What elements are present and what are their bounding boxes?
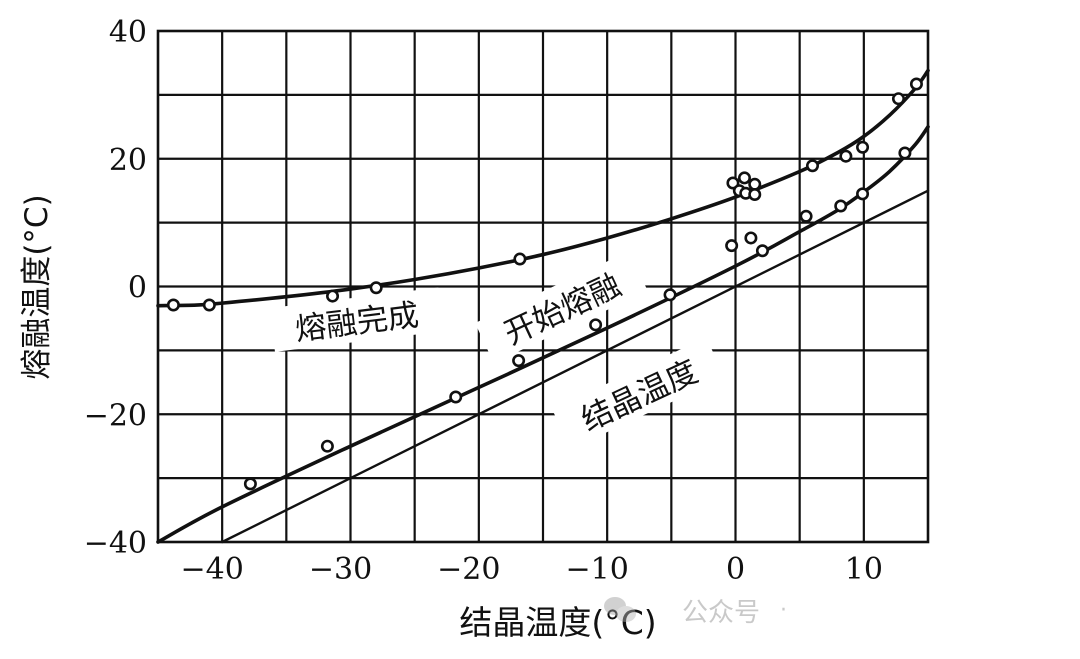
data-points: [166, 77, 923, 491]
plot-frame: [156, 29, 930, 544]
x-axis-label: 结晶温度(°C): [459, 603, 656, 642]
curves: [156, 68, 930, 544]
watermark-dot: ·: [780, 597, 788, 623]
data-point-marker: [725, 239, 739, 253]
x-tick-label: −30: [309, 552, 372, 587]
curve-1: [156, 125, 930, 544]
data-point-marker: [513, 252, 527, 266]
x-tick-label: −20: [437, 552, 500, 587]
x-tick-label: 0: [726, 552, 745, 587]
data-point-marker: [449, 390, 463, 404]
data-point-marker: [898, 146, 912, 160]
data-point-marker: [856, 140, 870, 154]
data-point-marker: [326, 289, 340, 303]
y-tick-label: 0: [128, 271, 147, 306]
data-point-marker: [856, 187, 870, 201]
watermark-text: 公众号: [682, 597, 761, 628]
data-point-marker: [320, 439, 334, 453]
x-tick-label: 10: [845, 552, 883, 587]
data-point-marker: [839, 149, 853, 163]
data-point-marker: [369, 281, 383, 295]
data-point-marker: [202, 298, 216, 312]
watermark: 公众号 ·: [604, 590, 787, 630]
data-point-marker: [589, 318, 603, 332]
data-point-marker: [166, 298, 180, 312]
data-point-marker: [748, 188, 762, 202]
label-masks: [269, 251, 725, 450]
data-point-marker: [512, 354, 526, 368]
y-axis-tick-labels: 40 20 0 −20 −40: [84, 15, 147, 561]
data-point-marker: [663, 288, 677, 302]
data-point-marker: [243, 477, 257, 491]
curve-2: [220, 189, 930, 544]
y-tick-label: 20: [109, 143, 147, 178]
data-point-marker: [834, 199, 848, 213]
data-point-marker: [755, 244, 769, 258]
y-tick-label: 40: [109, 15, 147, 50]
wechat-icon: [604, 597, 638, 623]
y-tick-label: −40: [84, 526, 147, 561]
grid: [158, 31, 928, 542]
x-tick-label: −40: [181, 552, 244, 587]
data-point-marker: [799, 209, 813, 223]
y-tick-label: −20: [84, 398, 147, 433]
x-axis-tick-labels: −40 −30 −20 −10 0 10: [181, 552, 883, 587]
data-point-marker: [891, 92, 905, 106]
data-point-marker: [805, 159, 819, 173]
y-axis-label: 熔融温度(°C): [19, 194, 55, 379]
data-point-marker: [737, 171, 751, 185]
data-point-marker: [744, 231, 758, 245]
x-tick-label: −10: [566, 552, 629, 587]
data-point-marker: [748, 177, 762, 191]
curve-0: [156, 68, 930, 308]
data-point-marker: [909, 77, 923, 91]
